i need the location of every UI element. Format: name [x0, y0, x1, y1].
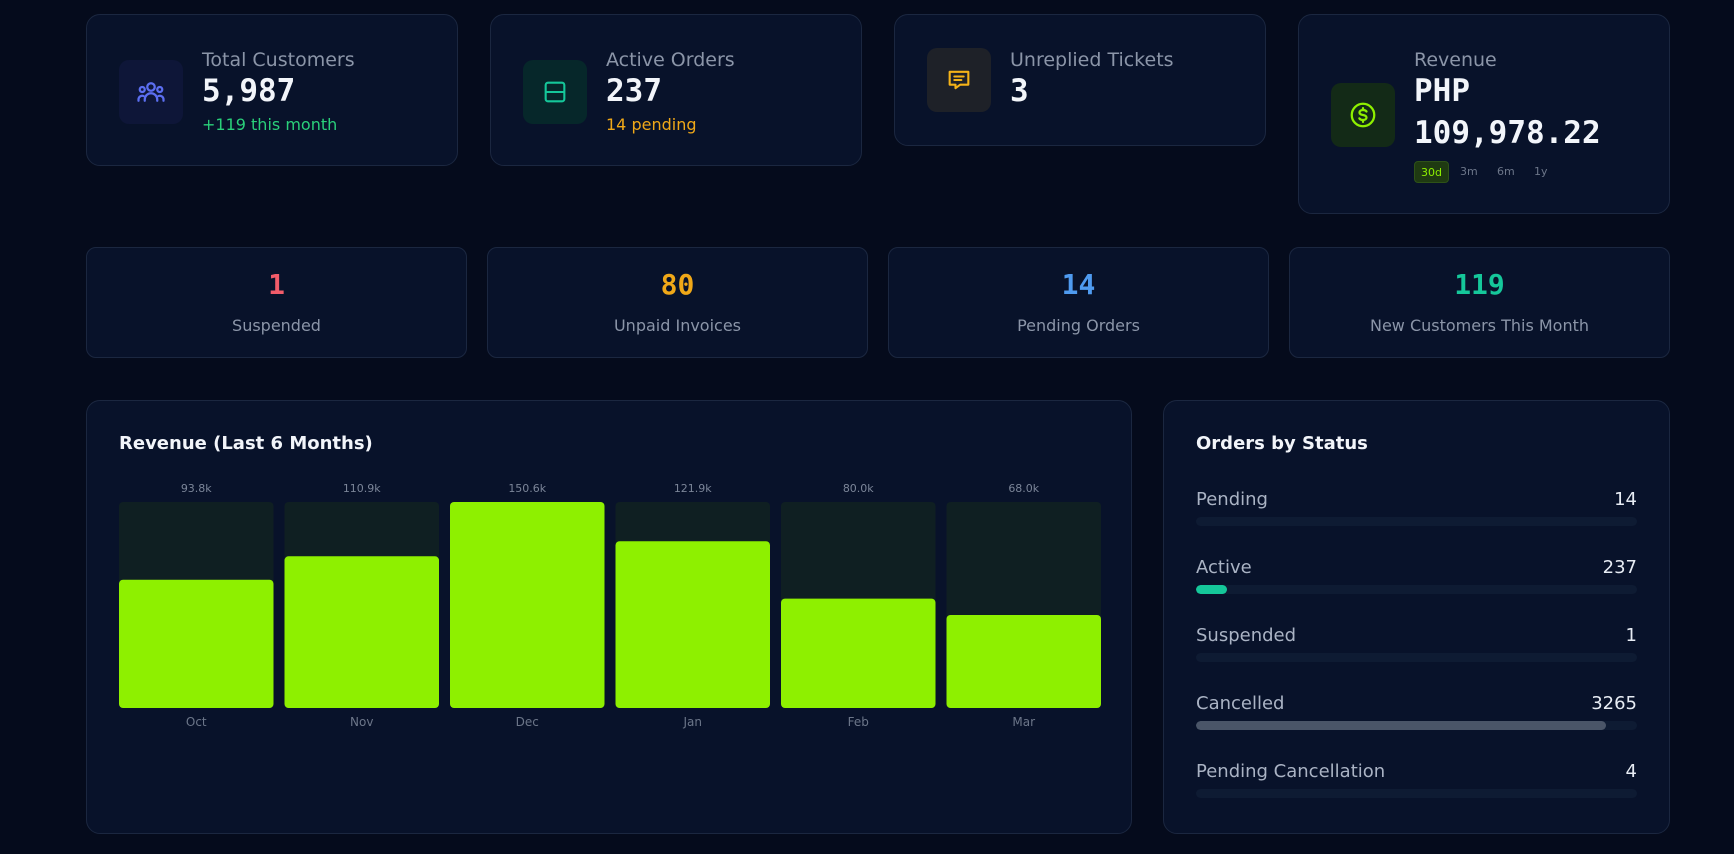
mini-value: 1: [268, 268, 285, 301]
range-tab-1y[interactable]: 1y: [1534, 165, 1548, 178]
bar-nov[interactable]: [284, 556, 440, 708]
status-name: Pending Cancellation: [1196, 761, 1386, 782]
bar-value-label: 110.9k: [343, 482, 381, 495]
category-label: Nov: [350, 715, 373, 729]
status-progress-track: [1196, 653, 1637, 662]
range-tab-30d[interactable]: 30d: [1414, 161, 1449, 183]
bar-value-label: 150.6k: [508, 482, 546, 495]
mini-card-pending-orders[interactable]: 14 Pending Orders: [888, 247, 1269, 358]
message-icon: [927, 48, 991, 112]
stat-value: 5,987: [202, 73, 296, 109]
stat-value: 3: [1010, 73, 1029, 109]
bar-jan[interactable]: [615, 541, 771, 708]
status-count: 14: [1614, 489, 1637, 510]
bar-value-label: 68.0k: [1008, 482, 1039, 495]
status-count: 1: [1625, 625, 1637, 646]
range-tab-3m[interactable]: 3m: [1460, 165, 1478, 178]
category-label: Dec: [516, 715, 539, 729]
status-name: Cancelled: [1196, 693, 1285, 714]
mini-value: 119: [1454, 268, 1505, 301]
mini-label: Pending Orders: [1017, 316, 1140, 335]
mini-card-new-customers[interactable]: 119 New Customers This Month: [1289, 247, 1670, 358]
mini-card-suspended[interactable]: 1 Suspended: [86, 247, 467, 358]
mini-card-unpaid-invoices[interactable]: 80 Unpaid Invoices: [487, 247, 868, 358]
status-name: Suspended: [1196, 625, 1297, 646]
stat-subtext: +119 this month: [202, 115, 338, 134]
stat-value-amount: 109,978.22: [1414, 115, 1601, 151]
mini-label: Unpaid Invoices: [613, 316, 742, 335]
status-progress-fill: [1196, 585, 1227, 594]
stat-card-unreplied-tickets[interactable]: Unreplied Tickets 3: [894, 14, 1266, 146]
stat-label: Revenue: [1414, 49, 1497, 71]
category-label: Oct: [186, 715, 207, 729]
status-progress-fill: [1196, 721, 1607, 730]
orders-status-panel: Orders by Status Pending 14 Active 237 Suspe…: [1163, 400, 1670, 834]
status-progress-track: [1196, 721, 1637, 730]
status-count: 3265: [1591, 693, 1637, 714]
stat-value-currency: PHP: [1414, 73, 1470, 109]
bar-value-label: 121.9k: [674, 482, 712, 495]
revenue-bar-chart: 93.8k Oct 110.9k Nov 150.6k Dec 121.9k Jan 80.0k…: [119, 482, 1102, 729]
status-name: Pending: [1196, 489, 1268, 510]
status-count: 4: [1625, 761, 1637, 782]
revenue-chart-panel: Revenue (Last 6 Months) 93.8k Oct 110.9k No…: [86, 400, 1132, 834]
status-row-cancelled[interactable]: Cancelled 3265: [1196, 693, 1637, 733]
stat-card-revenue[interactable]: Revenue PHP 109,978.22 30d 3m 6m 1y: [1298, 14, 1670, 214]
status-row-active[interactable]: Active 237: [1196, 557, 1637, 597]
status-progress-track: [1196, 585, 1637, 594]
status-progress-track: [1196, 517, 1637, 526]
status-row-pending-cancellation[interactable]: Pending Cancellation 4: [1196, 761, 1637, 801]
mini-label: Suspended: [232, 316, 321, 335]
category-label: Feb: [848, 715, 869, 729]
panel-title: Orders by Status: [1196, 433, 1368, 454]
status-name: Active: [1196, 557, 1252, 578]
status-row-suspended[interactable]: Suspended 1: [1196, 625, 1637, 665]
mini-value: 80: [660, 268, 695, 301]
bar-value-label: 93.8k: [181, 482, 212, 495]
stat-label: Unreplied Tickets: [1010, 49, 1174, 71]
stat-card-total-customers[interactable]: Total Customers 5,987 +119 this month: [86, 14, 458, 166]
status-progress-track: [1196, 789, 1637, 798]
layout-icon: [523, 60, 587, 124]
bar-value-label: 80.0k: [843, 482, 874, 495]
status-count: 237: [1602, 557, 1637, 578]
bar-mar[interactable]: [946, 614, 1102, 708]
mini-value: 14: [1061, 268, 1096, 301]
stat-subtext: 14 pending: [606, 115, 697, 134]
stat-value: 237: [606, 73, 662, 109]
stat-label: Total Customers: [202, 49, 355, 71]
users-icon: [119, 60, 183, 124]
category-label: Jan: [683, 715, 703, 729]
bar-dec[interactable]: [450, 502, 605, 708]
status-row-pending[interactable]: Pending 14: [1196, 489, 1637, 529]
mini-label: New Customers This Month: [1369, 316, 1590, 335]
stat-label: Active Orders: [606, 49, 735, 71]
category-label: Mar: [1012, 715, 1035, 729]
range-tab-6m[interactable]: 6m: [1497, 165, 1515, 178]
bar-feb[interactable]: [781, 598, 936, 708]
panel-title: Revenue (Last 6 Months): [119, 433, 373, 454]
bar-oct[interactable]: [119, 579, 274, 708]
dollar-icon: [1331, 83, 1395, 147]
stat-card-active-orders[interactable]: Active Orders 237 14 pending: [490, 14, 862, 166]
